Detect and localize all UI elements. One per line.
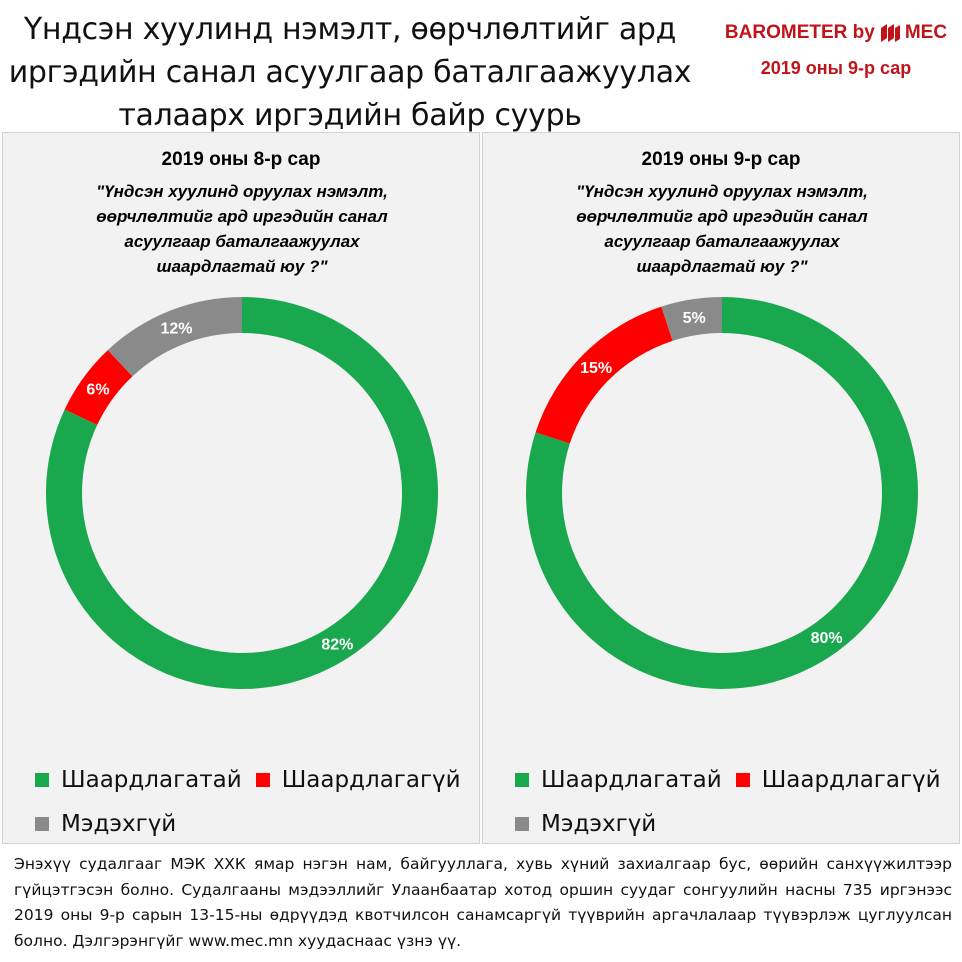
chart-title: 2019 оны 9-р сар <box>641 149 801 170</box>
chart-question-line: өөрчлөлтийг ард иргэдийн санал <box>576 207 868 226</box>
donut-chart: 80% 15% 5% <box>525 297 918 689</box>
legend-label: Мэдэхгүй <box>61 811 177 837</box>
chart-question-line: "Үндсэн хуулинд оруулах нэмэлт, <box>576 182 868 201</box>
chart-question-line: "Үндсэн хуулинд оруулах нэмэлт, <box>96 182 388 201</box>
chart-question-line: асуулгаар баталгаажуулах <box>124 232 360 251</box>
donut-chart: 82% 6% 12% <box>45 297 439 689</box>
legend-item: Шаардлагатай <box>515 767 722 793</box>
footer-note: Энэхүү судалгааг МЭК ХХК ямар нэгэн нам,… <box>14 855 952 950</box>
legend-swatch <box>515 817 529 831</box>
brand-block: BAROMETER by MEC 2019 оны 9-р сар <box>716 22 956 79</box>
brand-line: BAROMETER by MEC <box>716 22 956 44</box>
brand-name: MEC <box>904 22 948 43</box>
legend-item: Шаардлагагүй <box>255 767 461 793</box>
chart-question-line: өөрчлөлтийг ард иргэдийн санал <box>96 207 388 226</box>
chart-question-line: шаардлагтай юу ?" <box>156 257 328 276</box>
legend-item: Мэдэхгүй <box>515 811 656 837</box>
slice-value-label: 12% <box>160 320 192 337</box>
chart-question-line: асуулгаар баталгаажуулах <box>604 232 840 251</box>
donut-slice-1 <box>535 306 673 444</box>
legend-label: Шаардлагагүй <box>761 767 941 793</box>
page-title-line-1: Үндсэн хуулинд нэмэлт, өөрчлөлтийг ард <box>23 12 677 47</box>
chart-question-line: шаардлагтай юу ?" <box>636 257 808 276</box>
donut-slice-2 <box>107 297 242 377</box>
legend-label: Шаардлагагүй <box>281 767 461 793</box>
chart-legend: Шаардлагатай Шаардлагагүй Мэдэхгүй <box>515 758 955 846</box>
chart-panel-august: 2019 оны 8-р сар "Үндсэн хуулинд оруулах… <box>2 132 480 844</box>
donut-slice-1 <box>64 350 133 425</box>
legend-swatch <box>515 773 529 787</box>
mec-logo-icon <box>880 24 900 42</box>
slice-value-label: 15% <box>580 360 612 377</box>
legend-label: Шаардлагатай <box>541 767 722 793</box>
legend-item: Шаардлагагүй <box>735 767 941 793</box>
legend-swatch <box>735 773 750 787</box>
legend-label: Шаардлагатай <box>61 767 242 793</box>
chart-question: "Үндсэн хуулинд оруулах нэмэлт, өөрчлөлт… <box>543 179 901 279</box>
slice-value-label: 80% <box>811 630 843 647</box>
donut-slice-2 <box>661 297 722 341</box>
chart-panel-september: 2019 оны 9-р сар "Үндсэн хуулинд оруулах… <box>482 132 960 844</box>
brand-prefix: BAROMETER by <box>724 22 875 43</box>
brand-date: 2019 оны 9-р сар <box>760 58 912 78</box>
legend-swatch <box>35 773 49 787</box>
slice-value-label: 5% <box>683 310 706 327</box>
page-title: Үндсэн хуулинд нэмэлт, өөрчлөлтийг ард и… <box>0 8 700 137</box>
slice-value-label: 82% <box>321 636 353 653</box>
legend-label: Мэдэхгүй <box>541 811 657 837</box>
slice-value-label: 6% <box>86 381 109 398</box>
chart-title: 2019 оны 8-р сар <box>161 149 321 170</box>
legend-swatch <box>255 773 270 787</box>
legend-item: Шаардлагатай <box>35 767 242 793</box>
legend-swatch <box>35 817 49 831</box>
chart-legend: Шаардлагатай Шаардлагагүй Мэдэхгүй <box>35 758 475 846</box>
chart-question: "Үндсэн хуулинд оруулах нэмэлт, өөрчлөлт… <box>63 179 421 279</box>
legend-item: Мэдэхгүй <box>35 811 176 837</box>
page-title-line-2: иргэдийн санал асуулгаар баталгаажуулах <box>8 55 692 90</box>
page-title-line-3: талаарх иргэдийн байр суурь <box>118 98 582 133</box>
